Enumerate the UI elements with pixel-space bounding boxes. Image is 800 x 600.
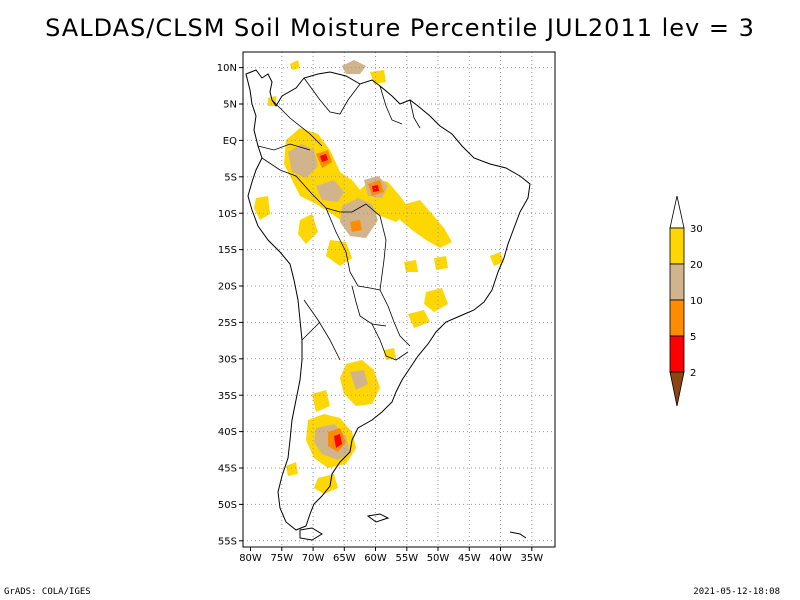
lon-tick-label: 80W [239,553,262,564]
lon-axis: 80W 75W 70W 65W 60W 55W 50W 45W 40W 35W [239,547,543,564]
country-borders [257,77,421,361]
colorbar-legend [669,195,685,407]
lat-tick-label: 45S [218,464,237,475]
lat-tick: 20S [218,282,243,293]
colorbar-bottom-triangle [669,371,685,407]
south-georgia [509,531,527,539]
lat-tick-label: 5S [224,172,237,183]
lon-tick-label: 65W [333,553,356,564]
lon-tick-label: 35W [520,553,543,564]
colorbar-swatch-20-30 [669,227,685,265]
falklands [366,513,390,523]
lon-tick: 35W [520,547,543,564]
lat-tick: 5N [223,100,243,111]
lat-tick: 45S [218,464,243,475]
colorbar-label-10: 10 [690,296,703,307]
lon-tick-label: 55W [395,553,418,564]
colorbar-swatch-2-5 [669,335,685,373]
lon-tick: 55W [395,547,418,564]
lon-tick-label: 70W [302,553,325,564]
lat-tick-label: 10N [217,63,237,74]
lat-tick-label: EQ [223,136,237,147]
colorbar-top-triangle [669,195,685,229]
percentile-shading [254,60,504,494]
lat-tick-label: 10S [218,209,237,220]
lat-tick: 5S [224,172,243,183]
lon-tick: 40W [489,547,512,564]
lon-tick-label: 50W [427,553,450,564]
lat-tick-label: 50S [218,500,237,511]
lon-tick-label: 45W [458,553,481,564]
colorbar-swatch-5-10 [669,299,685,337]
south-america-outline [245,69,531,531]
map-gridlines [243,52,555,547]
lat-tick: 10S [218,209,243,220]
map-title: SALDAS/CLSM Soil Moisture Percentile JUL… [45,14,755,42]
colorbar-label-30: 30 [690,224,703,235]
lat-tick-label: 55S [218,536,237,547]
lat-tick-label: 40S [218,427,237,438]
lat-tick-label: 20S [218,282,237,293]
lon-tick: 45W [458,547,481,564]
footer-credit: GrADS: COLA/IGES [4,587,91,597]
lon-tick: 80W [239,547,262,564]
shade-amazon [254,60,504,328]
lon-tick: 70W [302,547,325,564]
lat-tick: 40S [218,427,243,438]
lat-tick: 25S [218,318,243,329]
colorbar-labels: 30 20 10 5 2 [690,224,703,379]
colorbar-label-20: 20 [690,260,703,271]
lat-tick: 30S [218,354,243,365]
lon-tick: 75W [270,547,293,564]
lat-tick-label: 15S [218,245,237,256]
lat-tick: 50S [218,500,243,511]
footer-timestamp: 2021-05-12-18:08 [693,587,780,597]
lat-tick: 15S [218,245,243,256]
lon-tick: 50W [427,547,450,564]
lon-tick: 60W [364,547,387,564]
colorbar-swatch-10-20 [669,263,685,301]
lon-tick: 65W [333,547,356,564]
lat-tick: 35S [218,391,243,402]
tierra-del-fuego [299,527,323,541]
lat-tick-label: 25S [218,318,237,329]
lat-tick-label: 35S [218,391,237,402]
lat-tick-label: 5N [223,100,237,111]
colorbar-label-2: 2 [690,368,696,379]
coastline [245,69,531,541]
map-frame [242,51,556,548]
lat-tick: 10N [217,63,243,74]
lat-tick-label: 30S [218,354,237,365]
lon-tick-label: 60W [364,553,387,564]
lon-tick-label: 75W [270,553,293,564]
lon-tick-label: 40W [489,553,512,564]
lat-tick: EQ [223,136,243,147]
colorbar-label-5: 5 [690,332,696,343]
lat-tick: 55S [218,536,243,547]
shade-south [286,348,396,494]
lat-axis: 10N 5N EQ 5S 10S 15S 20S 25S 30S 35S 40S… [217,63,243,547]
